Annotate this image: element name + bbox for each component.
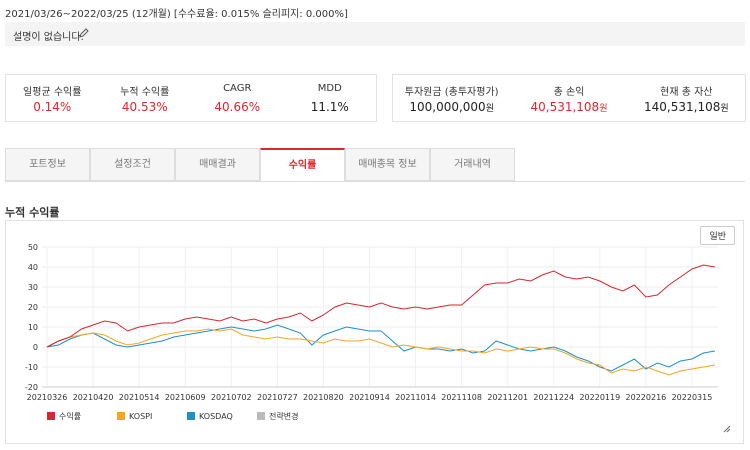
section-title: 누적 수익률 — [5, 206, 60, 219]
y-tick-label: 0 — [33, 343, 38, 352]
asset-label: 투자원금 (총투자평가) — [404, 87, 499, 98]
legend-swatch — [187, 412, 195, 420]
legend-swatch — [47, 412, 55, 420]
series-line — [46, 264, 716, 348]
stat-value: 0.14% — [33, 100, 72, 114]
stat-label: MDD — [317, 83, 342, 94]
asset-label: 현재 총 자산 — [660, 87, 713, 98]
x-tick-label: 20210727 — [257, 393, 298, 402]
x-tick-label: 20220216 — [626, 393, 667, 402]
asset-value: 40,531,108 — [530, 100, 600, 114]
tab[interactable]: 매매종목 정보 — [345, 148, 430, 181]
tab[interactable]: 매매결과 — [175, 148, 260, 181]
edit-icon[interactable] — [79, 28, 89, 38]
stat-label: 누적 수익률 — [120, 87, 170, 98]
x-tick-label: 20210514 — [119, 393, 160, 402]
y-tick-label: 50 — [28, 243, 38, 252]
asset-unit: 원 — [720, 104, 729, 114]
x-tick-label: 20210609 — [165, 393, 206, 402]
mode-button[interactable]: 일반 — [700, 226, 735, 245]
tab[interactable]: 수익률 — [260, 148, 345, 181]
y-tick-label: 40 — [28, 263, 38, 272]
resize-handle — [723, 425, 731, 433]
asset-unit: 원 — [485, 104, 494, 114]
legend-label: 전략변경 — [269, 411, 298, 421]
x-tick-label: 20211014 — [395, 393, 436, 402]
y-tick-label: -20 — [25, 383, 38, 392]
y-tick-label: -10 — [25, 363, 38, 372]
asset-unit: 원 — [599, 104, 608, 114]
x-tick-label: 20210420 — [73, 393, 114, 402]
x-tick-label: 20211224 — [533, 393, 574, 402]
y-tick-label: 20 — [28, 303, 38, 312]
tab-line — [5, 181, 745, 182]
tab[interactable]: 거래내역 — [430, 148, 515, 181]
asset-label: 총 손익 — [553, 87, 585, 98]
x-tick-label: 20220119 — [579, 393, 620, 402]
asset-value-wrap: 140,531,108원 — [628, 100, 745, 114]
legend-label: KOSPI — [129, 412, 152, 421]
x-tick-label: 20211108 — [441, 393, 482, 402]
legend-label: 수익률 — [59, 411, 81, 421]
y-tick-label: 30 — [28, 283, 38, 292]
description: 설명이 없습니다. — [13, 32, 84, 43]
legend-swatch — [117, 412, 125, 420]
tab[interactable]: 설정조건 — [90, 148, 175, 181]
chart-box: 일반 — [5, 220, 744, 444]
x-tick-label: 20210914 — [349, 393, 390, 402]
x-tick-label: 20211201 — [487, 393, 528, 402]
y-tick-label: 10 — [28, 323, 38, 332]
asset-value: 140,531,108 — [644, 100, 721, 114]
stat-value: 11.1% — [310, 100, 349, 114]
tab[interactable]: 포트정보 — [5, 148, 90, 181]
asset-value: 100,000,000 — [409, 100, 486, 114]
asset-value-wrap: 40,531,108원 — [510, 100, 627, 114]
stat-label: 일평균 수익률 — [23, 87, 82, 98]
period: 2021/03/26~2022/03/25 (12개월) [수수료율: 0.01… — [5, 9, 348, 20]
description-box: 설명이 없습니다. — [5, 22, 745, 46]
stat-value: 40.66% — [214, 100, 261, 114]
asset-value-wrap: 100,000,000원 — [393, 100, 510, 114]
assets-box: 투자원금 (총투자평가) 100,000,000원 총 손익 40,531,108원 현… — [392, 74, 746, 122]
stat-label: CAGR — [223, 83, 252, 94]
series-line — [46, 324, 716, 372]
legend-label: KOSDAQ — [199, 412, 233, 421]
stat-value: 40.53% — [121, 100, 168, 114]
legend-swatch — [257, 412, 265, 420]
series-line — [46, 328, 716, 376]
stats-box: 일평균 수익률 0.14% 누적 수익률 40.53% CAGR 40.66% MDD 11.… — [5, 74, 377, 122]
x-tick-label: 20210702 — [211, 393, 252, 402]
x-tick-label: 20220315 — [672, 393, 713, 402]
x-tick-label: 20210820 — [303, 393, 344, 402]
x-tick-label: 20210326 — [27, 393, 68, 402]
